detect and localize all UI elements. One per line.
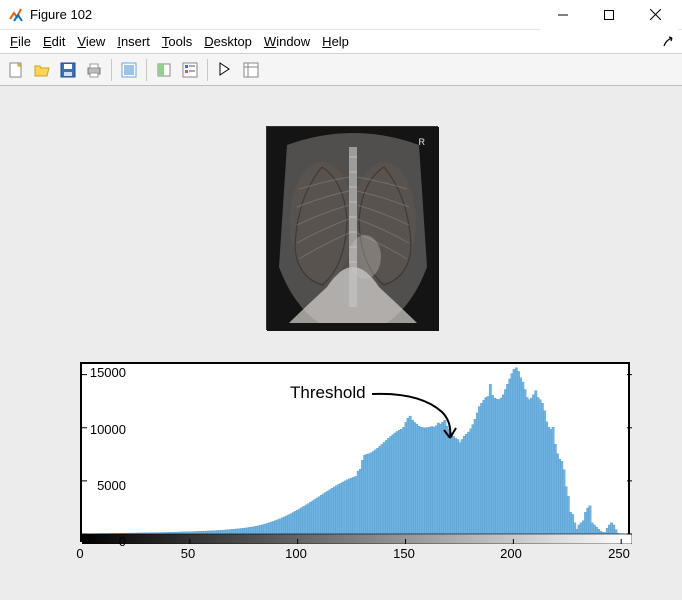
menu-view[interactable]: View [71, 32, 111, 51]
menu-insert[interactable]: Insert [111, 32, 156, 51]
xtick-label: 100 [285, 546, 307, 561]
toolbar-separator [146, 59, 147, 81]
print-preview-button[interactable] [117, 58, 141, 82]
ytick-label: 10000 [76, 422, 126, 437]
xray-marker: R [419, 137, 426, 147]
print-button[interactable] [82, 58, 106, 82]
ytick-label: 15000 [76, 365, 126, 380]
threshold-label: Threshold [290, 383, 366, 403]
titlebar: Figure 102 [0, 0, 682, 30]
insert-legend-button[interactable] [178, 58, 202, 82]
toolbar-separator [111, 59, 112, 81]
ytick-label: 5000 [76, 478, 126, 493]
menu-file[interactable]: File [4, 32, 37, 51]
menu-desktop[interactable]: Desktop [198, 32, 258, 51]
xtick-label: 0 [76, 546, 83, 561]
menubar: File Edit View Insert Tools Desktop Wind… [0, 30, 682, 54]
menu-help[interactable]: Help [316, 32, 355, 51]
data-cursor-button[interactable] [239, 58, 263, 82]
edit-plot-button[interactable] [213, 58, 237, 82]
open-button[interactable] [30, 58, 54, 82]
rotate-button[interactable] [152, 58, 176, 82]
matlab-icon [8, 7, 24, 23]
toolbar [0, 54, 682, 86]
menu-tools[interactable]: Tools [156, 32, 198, 51]
minimize-button[interactable] [540, 0, 586, 30]
undock-icon[interactable] [662, 34, 676, 48]
figure-canvas: R 0 5000 10000 15000 0 50 100 150 200 25… [0, 86, 682, 600]
xtick-label: 150 [393, 546, 415, 561]
xray-image: R [266, 126, 438, 330]
maximize-button[interactable] [586, 0, 632, 30]
menu-edit[interactable]: Edit [37, 32, 71, 51]
threshold-arrow-icon [370, 388, 460, 448]
window-title: Figure 102 [30, 7, 92, 22]
save-button[interactable] [56, 58, 80, 82]
menu-window[interactable]: Window [258, 32, 316, 51]
xtick-label: 250 [608, 546, 630, 561]
toolbar-separator [207, 59, 208, 81]
xtick-label: 200 [500, 546, 522, 561]
new-figure-button[interactable] [4, 58, 28, 82]
xtick-label: 50 [181, 546, 195, 561]
close-button[interactable] [632, 0, 678, 30]
